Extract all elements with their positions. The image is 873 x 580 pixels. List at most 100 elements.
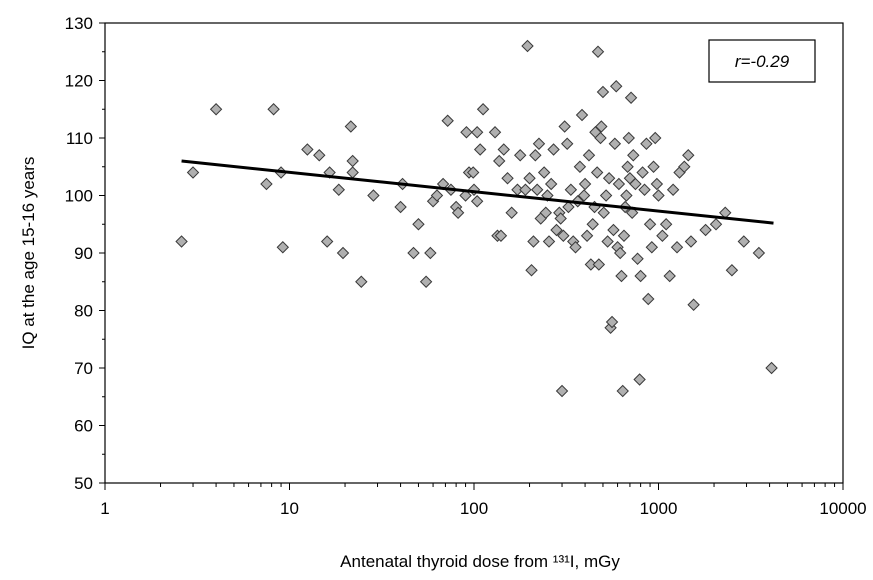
data-point <box>544 177 558 191</box>
data-point <box>313 149 326 162</box>
data-point <box>582 149 596 162</box>
data-point <box>523 172 536 185</box>
data-point <box>501 172 514 185</box>
data-point <box>678 160 691 173</box>
data-point <box>608 137 622 150</box>
data-point <box>276 241 290 254</box>
data-point <box>616 384 629 398</box>
data-point <box>601 235 614 248</box>
data-point <box>682 149 695 162</box>
data-point <box>530 183 544 196</box>
data-point <box>621 160 634 173</box>
data-point <box>529 149 542 162</box>
data-point <box>622 131 635 145</box>
data-point <box>320 235 334 248</box>
x-axis-title: Antenatal thyroid dose from ¹³¹I, mGy <box>340 552 620 571</box>
data-point <box>594 131 607 145</box>
y-tick-label: 60 <box>74 417 93 436</box>
data-point <box>752 246 766 260</box>
data-point <box>643 218 657 231</box>
x-tick-label: 1000 <box>640 499 678 518</box>
data-point <box>645 241 659 254</box>
data-point <box>624 91 638 104</box>
data-point <box>412 218 425 231</box>
data-point <box>666 183 680 196</box>
data-point <box>542 235 556 248</box>
data-point <box>569 241 582 254</box>
data-point <box>424 246 437 260</box>
data-point <box>497 143 510 156</box>
data-point <box>460 126 473 139</box>
data-point <box>175 235 188 248</box>
data-point <box>663 269 676 283</box>
y-tick-label: 50 <box>74 474 93 493</box>
data-point <box>560 137 574 150</box>
data-point <box>629 177 642 191</box>
data-point <box>532 137 546 150</box>
x-tick-label: 100 <box>460 499 488 518</box>
data-point <box>186 166 200 179</box>
data-points <box>175 39 778 398</box>
data-point <box>592 258 606 271</box>
plot-area-frame <box>104 22 844 484</box>
data-point <box>687 298 700 311</box>
y-tick-label: 120 <box>65 72 93 91</box>
data-point <box>525 264 538 277</box>
data-point <box>597 206 610 219</box>
data-point <box>470 126 484 139</box>
data-point <box>578 177 592 191</box>
data-point <box>610 80 623 93</box>
data-point <box>647 160 660 173</box>
data-point <box>612 177 626 191</box>
x-tick-label: 10 <box>280 499 299 518</box>
data-point <box>557 229 570 242</box>
data-point <box>558 120 571 133</box>
data-point <box>555 384 569 398</box>
data-point <box>573 160 587 173</box>
data-point <box>519 183 532 196</box>
data-point <box>267 103 280 116</box>
correlation-annotation: r=-0.29 <box>708 39 816 83</box>
data-point <box>521 39 534 53</box>
data-point <box>575 108 589 122</box>
data-point <box>441 114 454 127</box>
data-point <box>605 315 619 329</box>
data-point <box>564 183 578 196</box>
data-point <box>586 218 599 231</box>
y-tick-label: 100 <box>65 187 93 206</box>
data-point <box>599 189 613 202</box>
data-point <box>547 143 560 156</box>
data-point <box>344 120 358 133</box>
data-point <box>355 275 368 288</box>
data-point <box>590 166 604 179</box>
data-point <box>473 143 487 156</box>
data-point <box>527 235 540 248</box>
data-point <box>633 373 646 386</box>
data-point <box>466 166 480 179</box>
data-point <box>591 45 605 58</box>
data-point <box>638 183 651 196</box>
data-point <box>595 120 608 133</box>
trendline <box>181 159 774 225</box>
data-point <box>613 246 627 260</box>
data-point <box>684 235 698 248</box>
data-point <box>659 218 673 231</box>
data-point <box>670 241 684 254</box>
data-point <box>494 229 508 242</box>
data-point <box>476 103 490 116</box>
data-point <box>640 137 653 150</box>
data-point <box>650 177 664 191</box>
data-point <box>554 212 567 225</box>
data-point <box>459 189 472 202</box>
data-point <box>709 218 723 231</box>
annotation-text: r=-0.29 <box>735 52 790 71</box>
data-point <box>607 223 620 237</box>
y-tick-label: 130 <box>65 14 93 33</box>
data-point <box>260 177 273 191</box>
data-point <box>642 292 655 306</box>
data-point <box>505 206 518 219</box>
data-point <box>332 183 346 196</box>
